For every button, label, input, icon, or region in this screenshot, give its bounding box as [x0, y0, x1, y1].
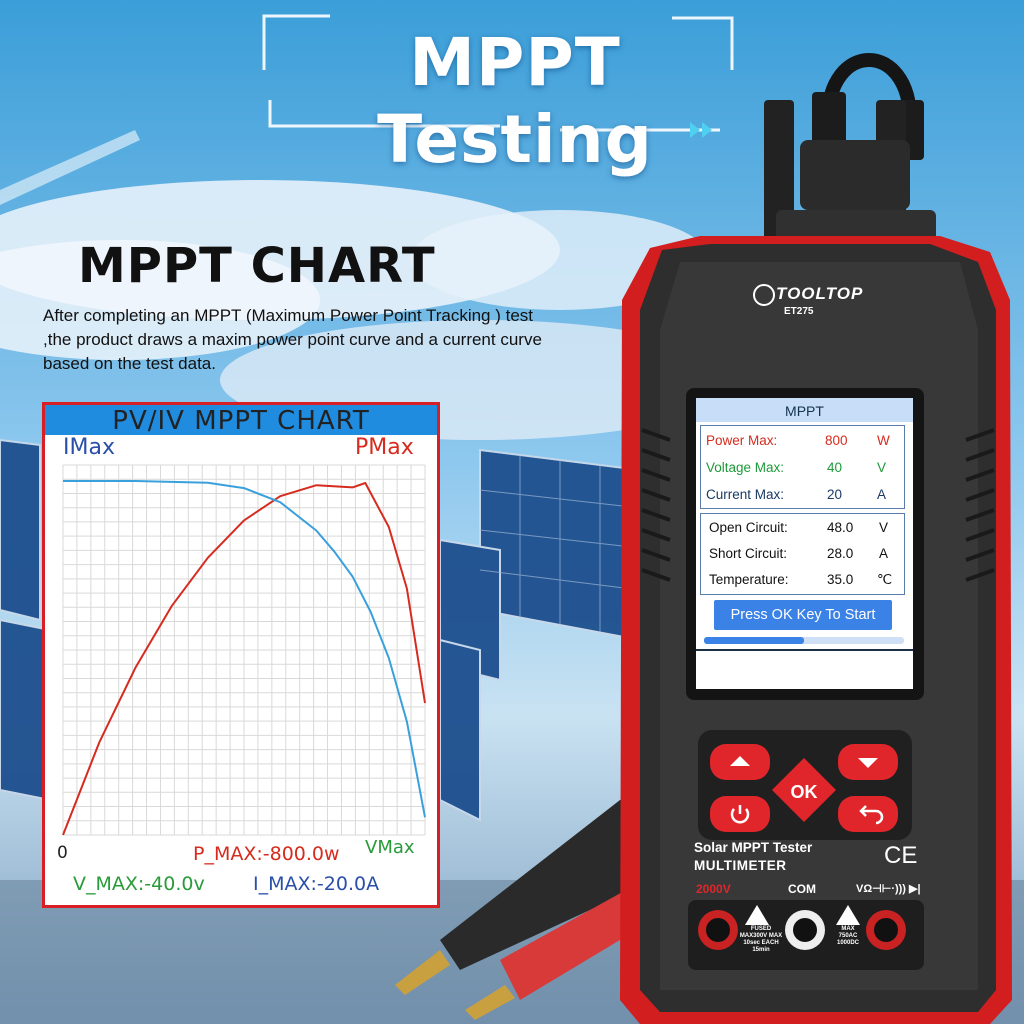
circuit-panel: Open Circuit: 48.0 V Short Circuit: 28.0…	[700, 513, 905, 595]
ok-label: OK	[791, 782, 818, 802]
ok-button[interactable]: OK	[772, 758, 836, 822]
power-max-unit: W	[877, 433, 890, 448]
section-description: After completing an MPPT (Maximum Power …	[43, 306, 542, 373]
chart-grid	[62, 464, 426, 836]
down-button[interactable]	[838, 744, 898, 780]
start-test-button[interactable]: Press OK Key To Start	[714, 600, 892, 630]
headline-frame	[262, 14, 734, 138]
down-icon	[858, 758, 878, 768]
brand-logo: TOOLTOP	[776, 284, 864, 303]
warning-left: FUSED MAX300V MAX 10sec EACH 15min	[739, 926, 783, 953]
up-icon	[730, 756, 750, 766]
open-circuit-label: Open Circuit:	[709, 520, 788, 535]
model-label: ET275	[784, 306, 814, 317]
back-icon	[859, 805, 884, 825]
voltage-max-value: 40	[827, 460, 843, 475]
open-circuit-value: 48.0	[827, 520, 854, 535]
current-max-value: 20	[827, 487, 843, 502]
temperature-value: 35.0	[827, 572, 854, 587]
terminal-right-label: VΩ⊣⊢·))) ▶|	[856, 883, 921, 895]
y-axis-label-right: PMax	[355, 435, 414, 460]
open-circuit-unit: V	[879, 520, 889, 535]
current-max-unit: A	[877, 487, 887, 502]
chart-plot	[62, 464, 426, 836]
device-label-line1: Solar MPPT Tester	[694, 840, 813, 855]
power-curve	[62, 482, 426, 836]
up-button[interactable]	[710, 744, 770, 780]
temperature-unit: ℃	[877, 572, 893, 587]
ce-mark: CE	[884, 842, 918, 869]
voltage-max-label: Voltage Max:	[706, 460, 785, 475]
p-max-readout: P_MAX:-800.0w	[193, 843, 340, 865]
v-max-readout: V_MAX:-40.0v	[73, 873, 205, 895]
short-circuit-value: 28.0	[827, 546, 854, 561]
voltage-max-unit: V	[877, 460, 887, 475]
screen-divider	[696, 649, 913, 651]
device-label-line2: MULTIMETER	[694, 858, 787, 873]
progress-bar	[704, 637, 904, 644]
current-curve	[63, 480, 426, 818]
progress-fill	[704, 637, 804, 644]
power-max-value: 800	[825, 433, 848, 448]
y-axis-label-left: IMax	[63, 435, 115, 460]
power-max-label: Power Max:	[706, 433, 778, 448]
warning-right: MAX 750AC 1000DC	[836, 926, 859, 946]
i-max-readout: I_MAX:-20.0A	[253, 873, 380, 895]
mppt-chart: PV/IV MPPT CHART IMax PMax 0 VMax P_MAX:…	[42, 402, 440, 908]
back-button[interactable]	[838, 796, 898, 832]
origin-label: 0	[57, 843, 68, 863]
power-button[interactable]	[710, 796, 770, 832]
terminal-left-label: 2000V	[696, 882, 731, 896]
headline: MPPT Testing	[377, 24, 653, 178]
current-max-label: Current Max:	[706, 487, 785, 502]
short-circuit-unit: A	[879, 546, 889, 561]
short-circuit-label: Short Circuit:	[709, 546, 788, 561]
temperature-label: Temperature:	[709, 572, 789, 587]
x-axis-label: VMax	[365, 837, 415, 858]
terminal-com-label: COM	[788, 882, 816, 896]
section-title: MPPT CHART	[78, 238, 436, 294]
device-screen: MPPT Power Max: 800 W Voltage Max: 40 V …	[696, 398, 913, 689]
screen-title: MPPT	[696, 398, 913, 422]
max-values-panel: Power Max: 800 W Voltage Max: 40 V Curre…	[700, 425, 905, 509]
chart-title: PV/IV MPPT CHART	[45, 405, 437, 436]
power-icon	[730, 805, 750, 824]
